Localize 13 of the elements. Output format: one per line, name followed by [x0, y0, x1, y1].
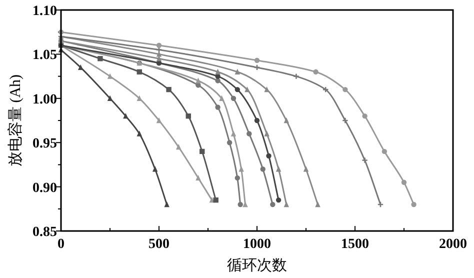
- x-tick-label: 1500: [341, 237, 369, 252]
- x-tick-label: 1000: [243, 237, 271, 252]
- y-axis-title: 放电容量 (Ah): [7, 74, 24, 167]
- x-tick-label: 500: [148, 237, 170, 252]
- x-tick-label: 2000: [439, 237, 467, 252]
- x-axis-title: 循环次数: [227, 258, 287, 274]
- y-tick-label: 1.05: [32, 48, 57, 64]
- text: 1.00: [32, 92, 57, 108]
- text: 1.10: [32, 4, 57, 19]
- y-tick-label: 0.95: [32, 136, 57, 152]
- text: 0.90: [32, 180, 57, 196]
- x-tick-label: 0: [58, 237, 64, 252]
- y-tick-label: 0.85: [32, 225, 57, 240]
